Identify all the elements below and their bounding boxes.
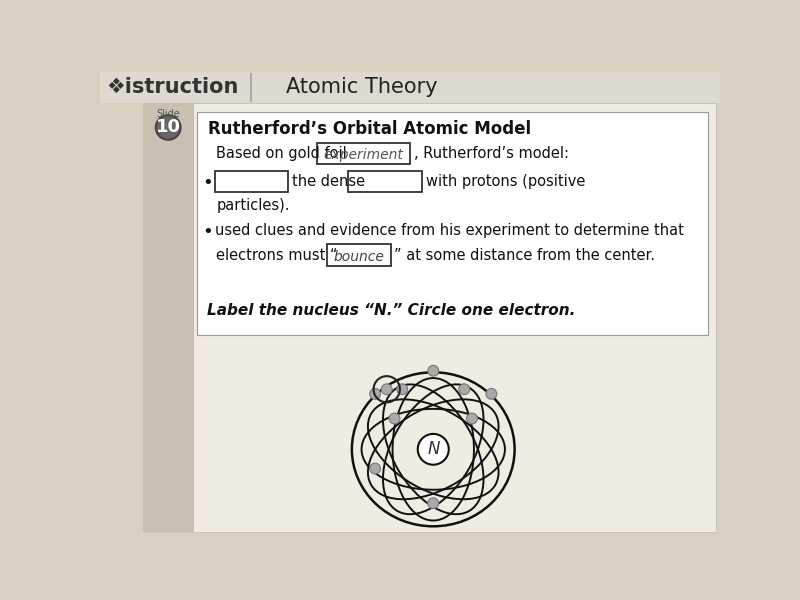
Text: Based on gold foil: Based on gold foil — [216, 146, 347, 161]
Circle shape — [466, 413, 478, 424]
Circle shape — [156, 115, 181, 140]
Circle shape — [459, 384, 470, 395]
Circle shape — [370, 463, 381, 474]
Circle shape — [486, 388, 497, 399]
FancyBboxPatch shape — [214, 170, 288, 192]
Text: Atomic Theory: Atomic Theory — [286, 77, 438, 97]
Circle shape — [370, 388, 381, 399]
Text: with protons (positive: with protons (positive — [426, 174, 585, 189]
FancyBboxPatch shape — [142, 103, 193, 532]
Text: Rutherford’s Orbital Atomic Model: Rutherford’s Orbital Atomic Model — [209, 120, 532, 138]
Text: , Rutherford’s model:: , Rutherford’s model: — [414, 146, 569, 161]
Text: particles).: particles). — [216, 199, 290, 214]
Text: electrons must “: electrons must “ — [216, 248, 338, 263]
Text: Slide: Slide — [156, 109, 180, 119]
Text: ❖istruction: ❖istruction — [106, 77, 238, 97]
Text: the dense: the dense — [292, 174, 366, 189]
FancyBboxPatch shape — [197, 112, 708, 335]
FancyBboxPatch shape — [142, 103, 716, 532]
Circle shape — [382, 384, 392, 395]
Text: •: • — [202, 223, 213, 241]
Text: bounce: bounce — [334, 250, 384, 264]
Circle shape — [428, 498, 438, 509]
Text: 10: 10 — [156, 118, 181, 136]
Text: ” at some distance from the center.: ” at some distance from the center. — [394, 248, 655, 263]
Circle shape — [389, 413, 400, 424]
Circle shape — [418, 434, 449, 464]
Text: Label the nucleus “N.” Circle one electron.: Label the nucleus “N.” Circle one electr… — [207, 303, 575, 318]
Text: used clues and evidence from his experiment to determine that: used clues and evidence from his experim… — [214, 223, 683, 238]
FancyBboxPatch shape — [100, 72, 720, 103]
Text: N: N — [427, 440, 439, 458]
Text: •: • — [202, 174, 213, 192]
FancyBboxPatch shape — [348, 170, 422, 192]
Circle shape — [428, 365, 438, 376]
FancyBboxPatch shape — [327, 244, 390, 266]
FancyBboxPatch shape — [317, 143, 410, 164]
Circle shape — [397, 384, 408, 395]
Text: experiment: experiment — [323, 148, 403, 162]
